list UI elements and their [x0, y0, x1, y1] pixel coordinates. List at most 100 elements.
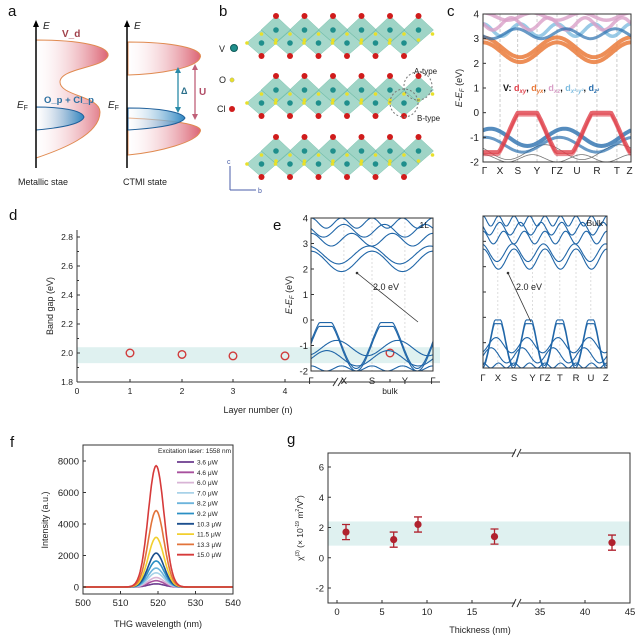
y-axis-label: Intensity (a.u.) [40, 491, 50, 548]
y-tick-label: 4 [473, 10, 479, 21]
y-tick-label: 2 [319, 523, 324, 534]
band-line [311, 325, 433, 371]
legend-separator: , [583, 83, 588, 93]
x-tick-label: U [587, 373, 594, 384]
x-tick-label: 10 [422, 607, 433, 618]
legend-label: 11.5 μW [197, 532, 222, 539]
y-tick-label: 3 [473, 34, 479, 45]
y-tick-label: 6000 [58, 488, 79, 499]
o-atom [273, 162, 278, 166]
cl-atom [344, 53, 350, 59]
band-line [483, 337, 607, 354]
o-atom [302, 101, 306, 105]
o-atom [345, 153, 349, 157]
x-tick-label: 510 [113, 598, 129, 609]
v-atom [287, 100, 293, 106]
x-tick-label: X [495, 373, 502, 384]
x-tick-label: bulk [382, 386, 398, 396]
x-axis-label: Thickness (nm) [449, 625, 511, 635]
cl-atom [401, 113, 407, 119]
o-atom [245, 41, 249, 45]
o-atom [302, 38, 307, 42]
cl-atom [387, 134, 393, 140]
band-gap-chart: 1.8 2.0 2.2 2.4 2.6 2.8 0 1 2 3 4 bulk [61, 230, 440, 396]
v-atom [387, 27, 393, 33]
legend-item-0: d [514, 83, 520, 93]
legend-item-sub-4: z² [593, 88, 600, 95]
y-tick-label: 1 [473, 84, 479, 95]
y-axis-label: Band gap (eV) [45, 277, 55, 335]
x-tick-label: 15 [467, 607, 478, 618]
v-atom [315, 40, 322, 46]
cl-atom [301, 134, 308, 140]
x-axis-label: Layer number (n) [223, 405, 292, 415]
c-axis-label: c [227, 159, 231, 166]
legend-v-label: V [219, 44, 225, 54]
o-atom [330, 162, 335, 166]
o-atom [402, 32, 406, 36]
v-atom [372, 40, 379, 46]
thg-spectra-chart: 0 2000 4000 6000 8000 500 510 520 530 540 Excitati… [58, 444, 241, 609]
ef-sub: F [24, 105, 28, 112]
legend-prefix: V: [503, 83, 514, 93]
x-tick-label: U [573, 166, 580, 177]
v-atom [301, 148, 308, 154]
x-tick-label: R [593, 166, 600, 177]
cl-atom [358, 73, 365, 79]
ylabel-unit: (eV) [454, 69, 464, 89]
axis-break-icon [332, 377, 344, 387]
vd-label: V_d [62, 29, 80, 40]
o-atom [359, 41, 363, 45]
x-tick-label: 520 [150, 598, 166, 609]
legend-separator: , [543, 83, 548, 93]
panel-a: a E EF V_d O_p + Cl_p Metallic stae E EF… [8, 3, 206, 187]
panel-g: g -2 0 2 4 6 0 5 10 15 35 40 45 Thickness (nm) χ(3)… [287, 431, 635, 635]
band-line [483, 221, 607, 236]
x-tick-label: 35 [535, 607, 546, 618]
band-dyx [483, 40, 631, 65]
ylabel-chi-sup: (3) [295, 550, 301, 556]
cl-atom [258, 53, 265, 59]
ef-main: E [17, 100, 24, 111]
panel-label-g: g [287, 431, 295, 448]
u-arrowheads-icon [192, 64, 198, 120]
gap-arrow [356, 272, 419, 323]
o-atom [402, 92, 406, 96]
arrowhead-icon [124, 20, 130, 27]
cl-atom [401, 174, 407, 180]
o-atom [330, 41, 335, 45]
y-tick-label: 4000 [58, 520, 79, 531]
ctmi-caption: CTMI state [123, 177, 167, 187]
ylabel-chi: χ [295, 556, 305, 561]
ylabel-unit: m [295, 512, 305, 521]
v-atom [330, 148, 336, 154]
v-atom [258, 100, 265, 106]
data-point-4 [280, 351, 290, 361]
arrowhead-icon [33, 20, 39, 27]
ylabel-sub: F [460, 88, 466, 92]
v-atom [358, 148, 365, 154]
band-line [483, 362, 607, 368]
x-tick-label: Y [534, 166, 541, 177]
cl-atom [273, 13, 279, 19]
cl-atom-icon [229, 106, 235, 112]
cl-atom [415, 73, 422, 79]
v-atom [273, 87, 279, 93]
cl-atom [258, 174, 265, 180]
cl-atom [315, 113, 322, 119]
y-tick-label: -1 [470, 133, 479, 144]
band-structure-projected [483, 14, 631, 162]
band-line [483, 248, 607, 270]
band-dz2 [483, 135, 631, 154]
v-atom [401, 161, 407, 167]
ef-main: E [108, 100, 115, 111]
data-point [490, 532, 499, 541]
y-tick-label: 6 [319, 463, 324, 474]
legend-item-sub-2: xz [553, 89, 560, 95]
o-atom [430, 92, 435, 96]
band-dz2 [483, 27, 631, 41]
b-axis-label: b [258, 188, 262, 195]
legend-cl-label: Cl [217, 104, 226, 114]
